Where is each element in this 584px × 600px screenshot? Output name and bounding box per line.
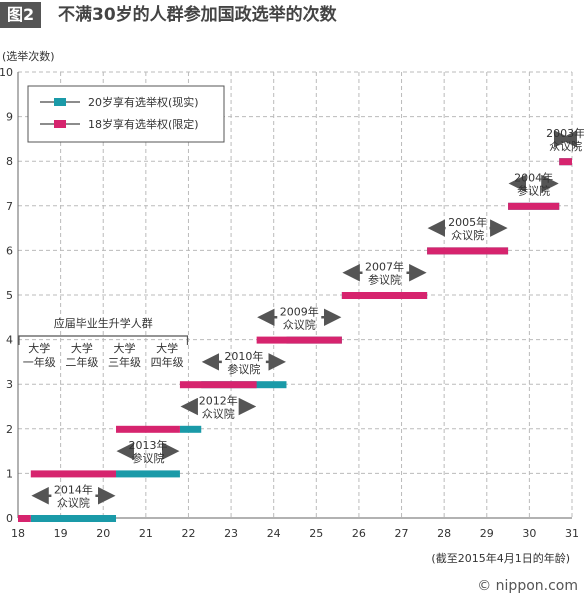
y-tick-label: 0 <box>6 512 13 525</box>
election-year-label: 2013年 <box>128 438 167 452</box>
election-house-label: 参议院 <box>227 362 260 376</box>
x-tick-label: 26 <box>352 527 366 540</box>
x-tick-label: 23 <box>224 527 238 540</box>
student-year-line2: 三年级 <box>108 355 141 369</box>
legend-label-current: 20岁享有选举权(现实) <box>88 95 199 109</box>
legend-box <box>27 85 225 143</box>
title-bar: 图2 不满30岁的人群参加国政选举的次数 <box>0 0 584 30</box>
election-house-label: 参议院 <box>368 273 401 287</box>
y-tick-label: 6 <box>6 244 13 257</box>
x-tick-label: 24 <box>267 527 281 540</box>
series-limited <box>18 158 572 522</box>
election-year-label: 2014年 <box>54 483 93 497</box>
election-house-label: 众议院 <box>283 317 316 331</box>
election-year-label: 2004年 <box>514 171 553 185</box>
step-limited <box>341 292 428 299</box>
election-year-label: 2012年 <box>199 394 238 408</box>
x-tick-label: 18 <box>11 527 25 540</box>
x-tick-label: 25 <box>309 527 323 540</box>
student-bracket <box>18 335 189 345</box>
x-tick-label: 20 <box>96 527 110 540</box>
election-house-label: 众议院 <box>57 496 90 510</box>
x-axis-label: (截至2015年4月1日的年龄) <box>431 551 570 565</box>
y-tick-label: 1 <box>6 467 13 480</box>
step-current <box>116 470 180 478</box>
legend: 20岁享有选举权(现实) 18岁享有选举权(限定) <box>27 85 225 143</box>
student-year-line1: 大学 <box>114 341 136 355</box>
y-tick-label: 2 <box>6 423 13 436</box>
legend-swatch-limited <box>54 120 66 128</box>
student-year-line2: 一年级 <box>23 355 56 369</box>
election-house-label: 众议院 <box>549 139 582 153</box>
legend-label-limited: 18岁享有选举权(限定) <box>88 117 199 131</box>
step-limited <box>116 425 180 433</box>
y-tick-label: 8 <box>6 155 13 168</box>
y-tick-label: 4 <box>6 334 13 347</box>
student-year-line1: 大学 <box>71 341 93 355</box>
y-tick-label: 5 <box>6 289 13 302</box>
election-house-label: 参议院 <box>131 451 164 465</box>
election-house-label: 参议院 <box>517 184 550 198</box>
step-limited <box>18 515 31 522</box>
x-tick-label: 29 <box>480 527 494 540</box>
step-limited <box>508 202 560 210</box>
election-house-label: 众议院 <box>451 228 484 242</box>
y-tick-label: 10 <box>0 66 13 79</box>
x-tick-label: 21 <box>139 527 153 540</box>
election-house-label: 众议院 <box>202 407 235 421</box>
election-year-label: 2005年 <box>448 215 487 229</box>
election-year-label: 2010年 <box>224 349 263 363</box>
grid-lines <box>18 71 573 518</box>
step-current <box>30 515 117 522</box>
student-annotation-title: 应届毕业生升学人群 <box>54 316 153 330</box>
y-tick-label: 3 <box>6 378 13 391</box>
step-current <box>179 425 202 433</box>
election-year-label: 2007年 <box>365 260 404 274</box>
x-tick-label: 22 <box>181 527 195 540</box>
student-year-line2: 二年级 <box>65 355 98 369</box>
election-year-label: 2003年 <box>546 126 584 140</box>
y-tick-label: 7 <box>6 200 13 213</box>
y-tick-label: 9 <box>6 111 13 124</box>
step-limited <box>179 381 257 389</box>
step-limited <box>427 247 509 255</box>
x-tick-label: 28 <box>437 527 451 540</box>
x-tick-label: 31 <box>565 527 579 540</box>
student-year-line1: 大学 <box>156 341 178 355</box>
step-limited <box>559 158 572 166</box>
step-limited <box>256 336 342 344</box>
x-tick-label: 30 <box>522 527 536 540</box>
chart-title: 不满30岁的人群参加国政选举的次数 <box>58 5 337 25</box>
brand-footer: © nippon.com <box>477 578 578 594</box>
figure-badge: 图2 <box>0 2 42 28</box>
student-year-line2: 四年级 <box>151 355 184 369</box>
legend-swatch-current <box>54 98 66 106</box>
y-axis-label: (选举次数) <box>2 49 55 63</box>
student-year-line1: 大学 <box>28 341 50 355</box>
x-tick-label: 27 <box>395 527 409 540</box>
x-tick-label: 19 <box>54 527 68 540</box>
step-limited <box>30 470 117 478</box>
election-year-label: 2009年 <box>280 304 319 318</box>
